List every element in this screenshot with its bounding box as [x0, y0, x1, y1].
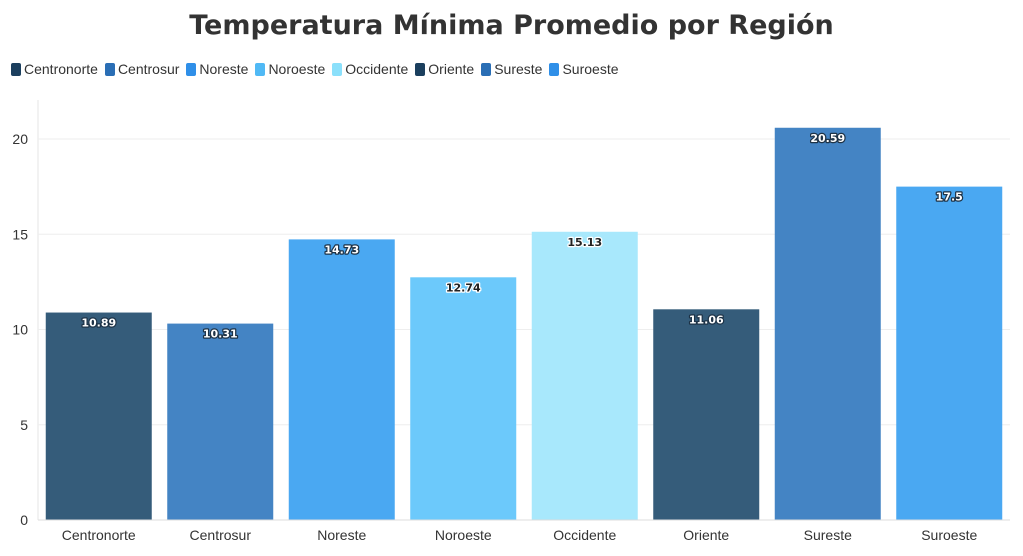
legend-label: Noreste: [199, 61, 249, 77]
x-tick-label: Noreste: [317, 527, 366, 543]
bar: [45, 312, 152, 520]
bar: [896, 186, 1003, 520]
x-tick-label: Centronorte: [62, 527, 136, 543]
legend-item[interactable]: Oriente: [415, 61, 474, 77]
x-tick-label: Suroeste: [921, 527, 977, 543]
y-tick-label: 20: [12, 131, 28, 147]
legend-item[interactable]: Noreste: [186, 61, 248, 77]
legend-swatch: [481, 62, 492, 76]
x-tick-label: Oriente: [683, 527, 729, 543]
bar: [653, 309, 760, 520]
data-label: 20.59: [810, 132, 845, 145]
legend-label: Occidente: [345, 61, 409, 77]
bar: [167, 323, 274, 520]
legend-item[interactable]: Suroeste: [549, 61, 619, 77]
data-label: 17.5: [936, 191, 963, 204]
legend-item[interactable]: Centronorte: [11, 61, 98, 77]
chart-legend: Centronorte Centrosur Noreste Noroeste Occid…: [11, 60, 626, 78]
legend-item[interactable]: Occidente: [332, 61, 408, 77]
legend-label: Suroeste: [562, 61, 619, 77]
x-tick-label: Noroeste: [435, 527, 492, 543]
legend-label: Noroeste: [268, 61, 326, 77]
legend-item[interactable]: Noroeste: [255, 61, 325, 77]
x-tick-label: Centrosur: [190, 527, 252, 543]
data-label: 12.74: [446, 281, 481, 294]
y-tick-label: 15: [12, 226, 28, 242]
legend-label: Centronorte: [24, 61, 98, 77]
bar: [288, 239, 395, 520]
chart-title: Temperatura Mínima Promedio por Región: [189, 10, 834, 41]
legend-label: Oriente: [428, 61, 475, 77]
legend-item[interactable]: Centrosur: [104, 61, 180, 77]
legend-swatch: [332, 62, 343, 76]
data-label: 11.06: [689, 313, 724, 326]
legend-item[interactable]: Sureste: [481, 61, 542, 77]
x-tick-label: Sureste: [804, 527, 852, 543]
legend-label: Sureste: [494, 61, 543, 77]
x-tick-label: Occidente: [553, 527, 616, 543]
data-label: 10.31: [203, 328, 238, 341]
y-tick-label: 10: [12, 322, 28, 338]
y-tick-label: 5: [20, 417, 28, 433]
data-label: 15.13: [567, 236, 602, 249]
legend-label: Centrosur: [117, 61, 180, 77]
legend-swatch: [415, 62, 426, 76]
legend-swatch: [104, 62, 115, 76]
data-label: 10.89: [81, 317, 116, 330]
legend-swatch: [186, 62, 197, 76]
legend-swatch: [549, 62, 560, 76]
bar: [410, 277, 517, 520]
data-label: 14.73: [324, 243, 359, 256]
legend-swatch: [11, 62, 21, 76]
bar: [774, 127, 881, 520]
bar: [531, 231, 638, 520]
legend-swatch: [255, 62, 266, 76]
y-tick-label: 0: [20, 512, 28, 528]
